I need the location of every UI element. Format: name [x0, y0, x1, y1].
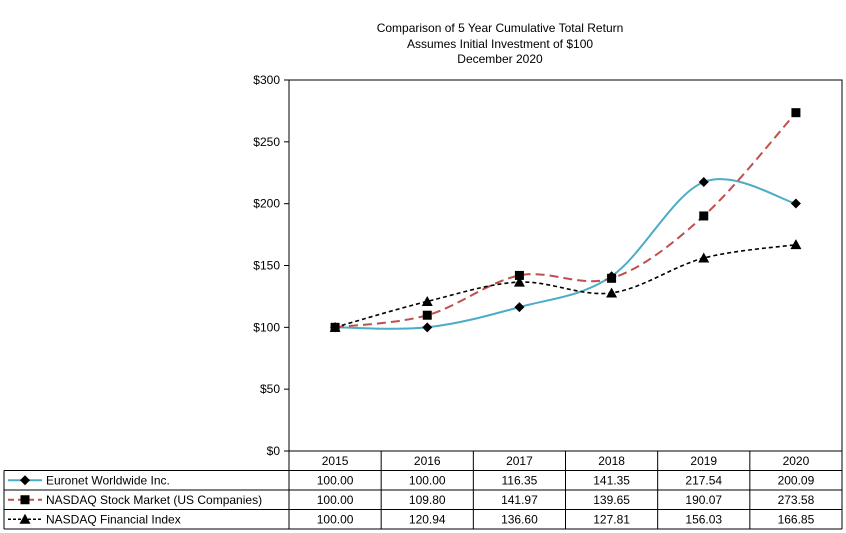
chart-title: Comparison of 5 Year Cumulative Total Re…	[377, 21, 624, 35]
series-2	[330, 108, 801, 332]
data-label: 136.60	[501, 513, 538, 527]
data-point	[790, 239, 802, 250]
x-tick-label: 2018	[598, 454, 625, 468]
legend-key-marker	[20, 495, 30, 505]
y-tick-label: $150	[253, 259, 280, 273]
y-tick-label: $200	[253, 197, 280, 211]
data-label: 141.97	[501, 493, 538, 507]
series-line	[334, 112, 797, 329]
data-point	[698, 176, 709, 187]
data-label: 120.94	[409, 513, 446, 527]
legend-key-marker	[19, 513, 31, 524]
data-label: 100.00	[317, 513, 354, 527]
data-point	[422, 310, 432, 320]
data-point	[607, 273, 617, 283]
data-label: 273.58	[778, 493, 815, 507]
data-table: 2015 2016 2017 2018 2019 2020 Euronet Worldwid…	[3, 451, 843, 530]
data-label: 156.03	[685, 513, 722, 527]
legend-label: NASDAQ Financial Index	[46, 513, 181, 527]
series-1	[330, 176, 801, 333]
x-tick-label: 2017	[506, 454, 533, 468]
plot-area	[288, 79, 843, 452]
data-point	[513, 276, 525, 287]
data-point	[790, 198, 801, 209]
data-label: 100.00	[409, 474, 446, 488]
data-point	[514, 302, 525, 313]
series-layer	[329, 108, 802, 333]
data-label: 141.35	[593, 474, 630, 488]
data-label: 127.81	[593, 513, 630, 527]
legend-label: Euronet Worldwide Inc.	[46, 474, 170, 488]
data-label: 109.80	[409, 493, 446, 507]
x-tick-label: 2020	[783, 454, 810, 468]
data-label: 116.35	[502, 474, 538, 488]
y-axis: $0 $50 $100 $150 $200 $250 $300	[253, 73, 289, 458]
data-label: 166.85	[778, 513, 815, 527]
x-tick-label: 2015	[322, 454, 349, 468]
legend-key-marker	[20, 475, 30, 486]
series-line	[334, 243, 797, 329]
data-point	[606, 287, 618, 298]
y-tick-label: $0	[267, 444, 281, 458]
series-line	[335, 178, 797, 330]
chart-subtitle: Assumes Initial Investment of $100	[407, 37, 593, 51]
data-label: 190.07	[685, 493, 722, 507]
legend-label: NASDAQ Stock Market (US Companies)	[46, 493, 262, 507]
data-point	[422, 322, 433, 333]
data-label: 100.00	[317, 474, 354, 488]
plot-border	[288, 79, 843, 452]
data-label: 200.09	[778, 474, 815, 488]
y-tick-label: $250	[253, 135, 280, 149]
legend-row-3: NASDAQ Financial Index 100.00 120.94 136.60…	[8, 513, 815, 527]
data-point	[421, 295, 433, 306]
chart-titles: Comparison of 5 Year Cumulative Total Re…	[377, 21, 624, 66]
y-tick-label: $300	[253, 73, 280, 87]
data-point	[698, 252, 710, 263]
x-tick-label: 2016	[414, 454, 441, 468]
y-tick-label: $50	[260, 382, 280, 396]
data-label: 100.00	[317, 493, 354, 507]
data-label: 139.65	[593, 493, 630, 507]
data-point	[791, 108, 801, 118]
chart-subtitle-date: December 2020	[457, 52, 543, 66]
data-label: 217.54	[685, 474, 722, 488]
data-point	[329, 321, 341, 332]
legend-row-2: NASDAQ Stock Market (US Companies) 100.00…	[8, 493, 815, 507]
y-tick-label: $100	[253, 320, 280, 334]
legend-row-1: Euronet Worldwide Inc. 100.00 100.00 116.35…	[8, 474, 815, 488]
data-point	[699, 211, 709, 221]
x-tick-label: 2019	[690, 454, 717, 468]
series-3	[329, 239, 802, 332]
data-point	[514, 270, 524, 280]
